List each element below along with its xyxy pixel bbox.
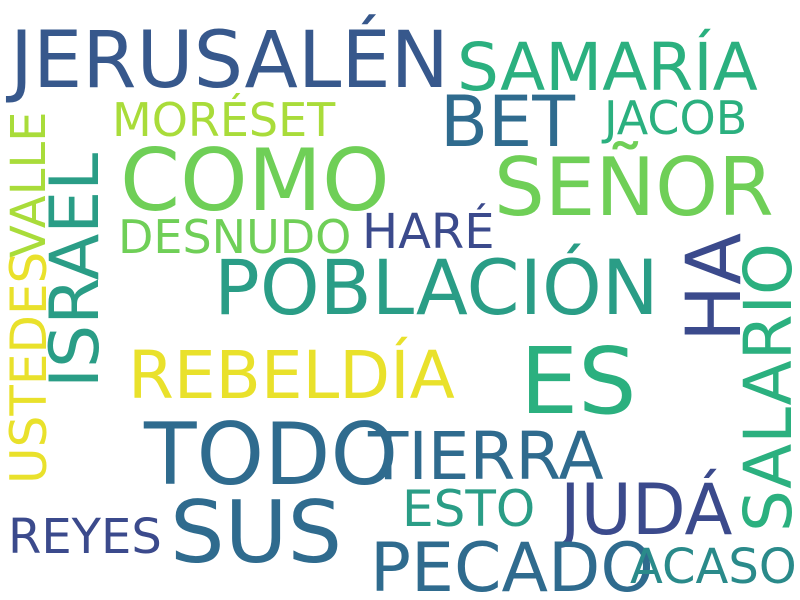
word-rebeldia: REBELDÍA [128,337,455,414]
word-reyes: REYES [8,509,162,565]
word-samaria: SAMARÍA [457,29,758,106]
word-todo: TODO [144,405,399,505]
word-juda: JUDÁ [560,469,733,551]
word-acaso: ACASO [630,539,797,595]
word-senor: SEÑOR [494,141,774,234]
word-jacob: JACOB [604,91,748,145]
word-tierra: TIERRA [368,418,604,495]
word-bet: BET [440,81,576,163]
word-ustedes: USTEDES [0,251,58,484]
word-sus: SUS [170,483,343,583]
word-hare: HARÉ [362,204,495,260]
word-salario: SALARIO [730,243,800,532]
word-jerusalen: JERUSALÉN [10,16,449,106]
word-pecado: PECADO [370,529,654,600]
word-esto: ESTO [402,480,536,538]
word-es: ES [520,328,637,435]
word-poblacion: POBLACIÓN [214,243,659,332]
word-moreset: MORÉSET [112,93,336,147]
word-desnudo: DESNUDO [118,210,352,264]
word-valle: VALLE [1,111,57,258]
word-como: COMO [120,131,390,231]
